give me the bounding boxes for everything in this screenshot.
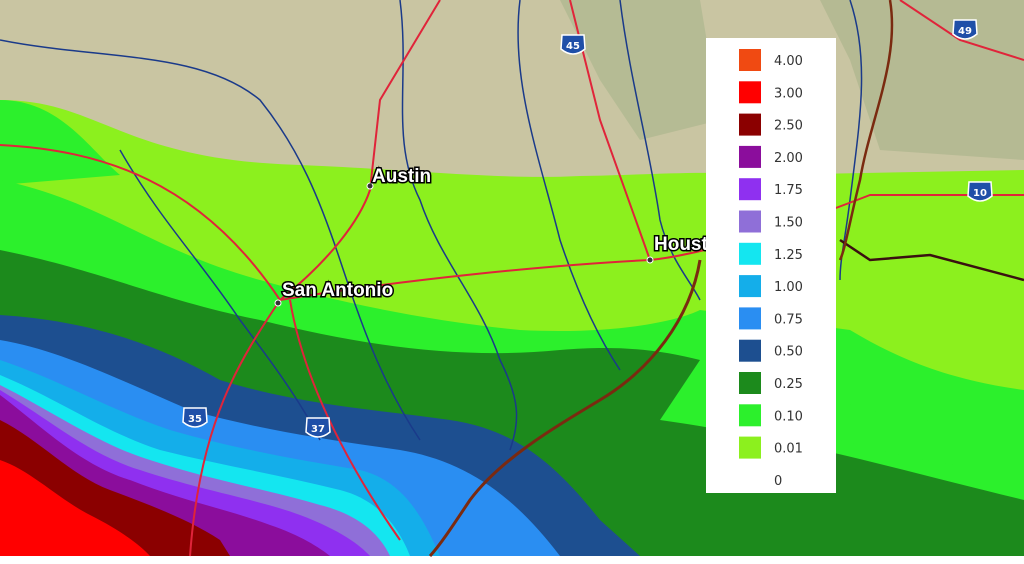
legend-swatch (739, 436, 761, 459)
legend-label: 2.00 (774, 151, 803, 166)
legend-label: 2.50 (774, 119, 803, 134)
legend-swatch (739, 242, 761, 265)
city-label: Austin (372, 166, 431, 187)
legend-label: 1.00 (774, 280, 803, 295)
legend-label: 0 (774, 474, 782, 489)
legend-swatch (739, 113, 761, 136)
legend-label: 0.75 (774, 312, 803, 327)
shield-shape (305, 417, 331, 438)
band-300 (0, 460, 150, 556)
shield-shape (560, 34, 586, 55)
band-010 (840, 400, 1024, 470)
highway-number: 35 (188, 414, 202, 425)
legend-label: 0.25 (774, 377, 803, 392)
terrain-shade (820, 0, 1024, 160)
highway-number: 45 (566, 41, 580, 52)
legend-label: 0.01 (774, 442, 803, 457)
shield-shape (967, 181, 993, 202)
legend-swatch (739, 404, 761, 427)
highway-shield: 37 (305, 417, 331, 438)
city-dot (274, 299, 282, 307)
legend: 4.00 3.00 2.50 2.00 1.75 1.50 1.25 1.00 0.75 0.50… (706, 38, 836, 493)
legend-label: 1.75 (774, 183, 803, 198)
highway-shield: 35 (182, 407, 208, 428)
legend-label: 1.25 (774, 248, 803, 263)
state-border (839, 238, 1024, 282)
coastline (428, 259, 702, 558)
shield-shape (182, 407, 208, 428)
legend-label: 0.50 (774, 345, 803, 360)
terrain-shade (560, 0, 720, 140)
highway-number: 10 (973, 188, 987, 199)
rivers (0, 0, 863, 451)
band-010 (0, 100, 120, 185)
state-border (838, 0, 894, 261)
legend-swatch (739, 81, 761, 104)
legend-swatch (739, 307, 761, 330)
legend-label: 3.00 (774, 86, 803, 101)
legend-swatch (739, 210, 761, 233)
legend-box (706, 38, 836, 493)
legend-swatch (739, 275, 761, 298)
legend-swatch (739, 339, 761, 362)
legend-label: 0.10 (774, 409, 803, 424)
highway-shield: 45 (560, 34, 586, 55)
legend-swatch (739, 145, 761, 168)
legend-label: 1.50 (774, 216, 803, 231)
highway-shield: 49 (952, 19, 978, 40)
city-dot (366, 182, 374, 190)
highway-number: 37 (311, 424, 325, 435)
legend-swatch (739, 49, 761, 71)
legend-swatch (739, 178, 761, 201)
legend-swatch (739, 468, 761, 491)
city-dot (646, 256, 654, 264)
legend-label: 4.00 (774, 54, 803, 69)
highway-number: 49 (958, 26, 972, 37)
shield-shape (952, 19, 978, 40)
legend-swatch (739, 372, 761, 394)
highway-shield: 10 (967, 181, 993, 202)
city-label: San Antonio (282, 280, 393, 301)
